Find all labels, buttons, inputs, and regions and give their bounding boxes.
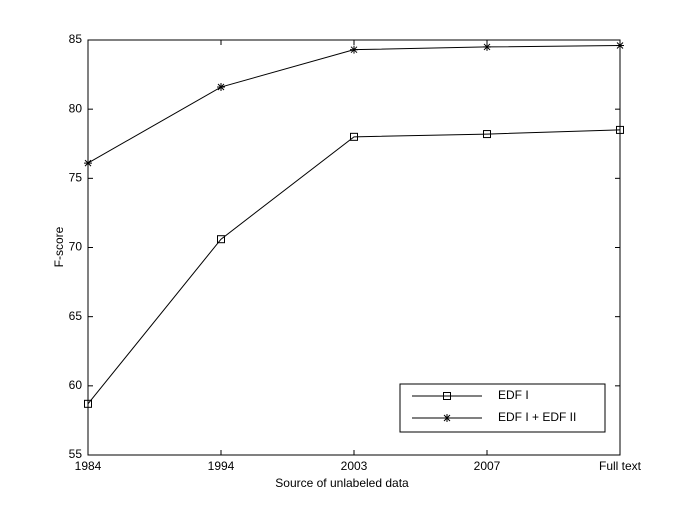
series-line (87, 129, 621, 405)
marker (217, 235, 225, 244)
legend: EDF I EDF I + EDF II (399, 383, 606, 433)
marker (84, 399, 92, 408)
marker (350, 132, 358, 141)
marker-stroke (616, 42, 624, 49)
marker-stroke (483, 43, 491, 51)
marker (483, 130, 491, 139)
y-tick-label: 80 (69, 101, 83, 115)
legend-label: EDF I + EDF II (498, 410, 576, 424)
x-tick-label: 1994 (208, 459, 235, 473)
marker-stroke (350, 46, 358, 54)
x-tick-label: 2007 (474, 459, 501, 473)
legend-box (399, 383, 606, 433)
marker (84, 159, 92, 168)
x-tick-label: 1984 (75, 459, 102, 473)
legend-label: EDF I (498, 388, 529, 402)
x-tick-label: 2003 (341, 459, 368, 473)
y-tick-label: 70 (69, 240, 83, 254)
y-tick-label: 60 (69, 378, 83, 392)
marker-stroke (443, 414, 451, 422)
marker (443, 392, 451, 400)
marker (443, 414, 451, 422)
marker-stroke (84, 159, 92, 167)
x-axis-label: Source of unlabeled data (275, 476, 409, 490)
marker (217, 83, 225, 92)
y-axis-label: F-score (52, 226, 66, 267)
marker-stroke (217, 83, 225, 91)
x-tick-label: Full text (599, 459, 642, 473)
marker (483, 42, 491, 51)
marker (616, 41, 624, 50)
y-tick-label: 55 (69, 447, 83, 461)
marker (350, 45, 358, 54)
marker (616, 125, 624, 134)
y-tick-label: 75 (69, 171, 83, 185)
y-tick-label: 65 (69, 309, 83, 323)
y-tick-label: 85 (69, 32, 83, 46)
